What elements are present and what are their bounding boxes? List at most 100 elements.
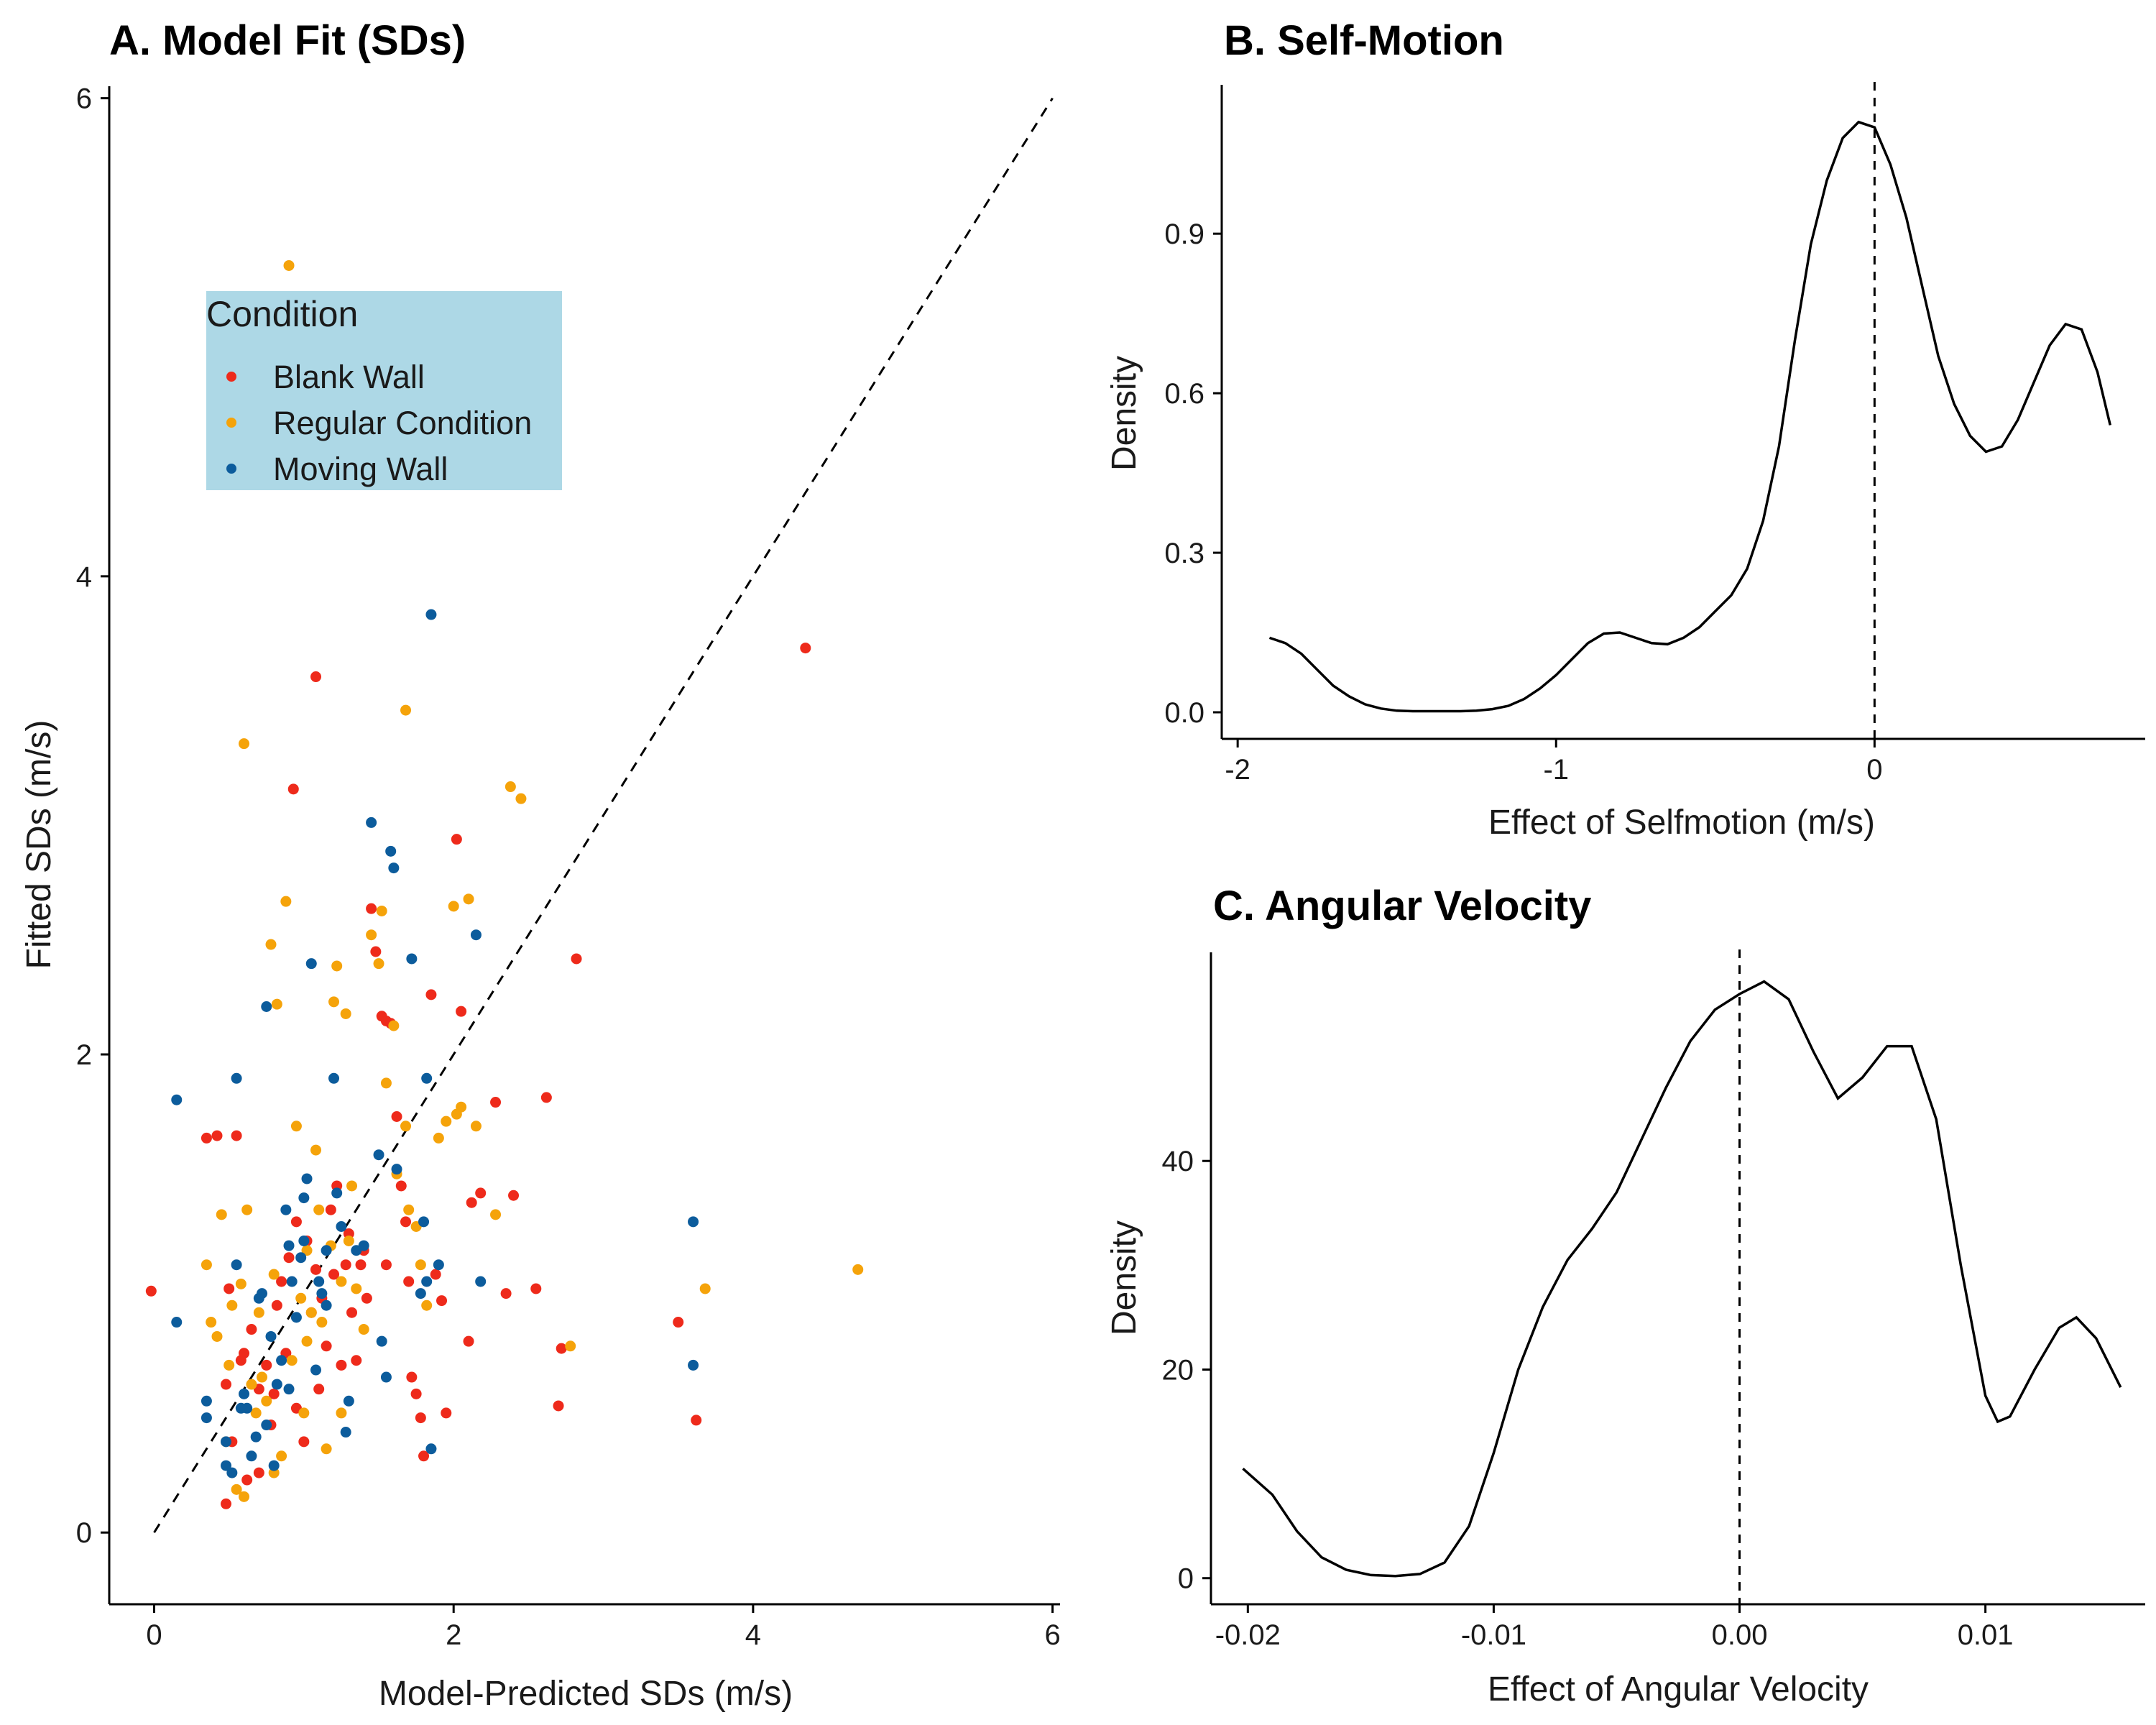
point-moving-wall: [406, 953, 418, 965]
point-blank-wall: [310, 671, 322, 683]
point-regular-condition: [505, 781, 516, 793]
point-blank-wall: [500, 1288, 512, 1300]
point-moving-wall: [433, 1259, 444, 1271]
point-blank-wall: [403, 1276, 415, 1287]
point-moving-wall: [261, 1001, 272, 1013]
point-blank-wall: [475, 1187, 487, 1199]
point-regular-condition: [276, 1450, 287, 1462]
point-regular-condition: [257, 1371, 268, 1383]
point-moving-wall: [301, 1173, 313, 1184]
point-blank-wall: [276, 1276, 287, 1287]
point-moving-wall: [276, 1355, 287, 1366]
point-blank-wall: [370, 946, 382, 957]
point-moving-wall: [388, 862, 400, 874]
point-moving-wall: [250, 1431, 262, 1443]
point-regular-condition: [310, 1144, 322, 1156]
point-regular-condition: [456, 1101, 467, 1113]
panel-c-density: C. Angular Velocity -0.02 -0.01 0.00 0.01 0…: [1105, 883, 2145, 1708]
panel-c-y-ticks: 0 20 40: [1162, 1146, 1211, 1595]
point-regular-condition: [226, 1300, 238, 1311]
point-regular-condition: [373, 958, 384, 970]
point-regular-condition: [313, 1204, 325, 1215]
panel-c-x-label: Effect of Angular Velocity: [1488, 1670, 1869, 1708]
point-regular-condition: [265, 939, 277, 950]
point-moving-wall: [261, 1420, 272, 1431]
point-moving-wall: [336, 1220, 347, 1232]
point-blank-wall: [391, 1110, 402, 1122]
point-moving-wall: [688, 1359, 699, 1371]
panel-b-x-ticks: -2 -1 0: [1225, 739, 1882, 786]
point-regular-condition: [400, 704, 412, 716]
point-blank-wall: [490, 1097, 502, 1108]
point-moving-wall: [298, 1192, 310, 1204]
point-blank-wall: [430, 1269, 441, 1280]
point-regular-condition: [211, 1330, 223, 1342]
point-moving-wall: [310, 1364, 322, 1376]
y-tick-label: 2: [76, 1039, 92, 1071]
point-blank-wall: [508, 1190, 520, 1201]
point-regular-condition: [301, 1335, 313, 1347]
point-regular-condition: [316, 1317, 328, 1328]
point-regular-condition: [239, 738, 250, 750]
point-regular-condition: [328, 996, 340, 1008]
point-blank-wall: [456, 1006, 467, 1017]
panel-c-density-curve: [1242, 980, 2122, 1578]
point-blank-wall: [406, 1371, 418, 1383]
point-regular-condition: [376, 905, 387, 916]
legend-key-regular-condition: [226, 418, 236, 428]
point-moving-wall: [226, 1467, 238, 1478]
point-moving-wall: [331, 1187, 343, 1199]
point-regular-condition: [433, 1132, 444, 1144]
point-moving-wall: [221, 1436, 232, 1448]
point-blank-wall: [451, 834, 462, 845]
point-regular-condition: [415, 1259, 426, 1271]
x-tick-label: 6: [1044, 1619, 1060, 1651]
point-regular-condition: [331, 960, 343, 972]
point-blank-wall: [415, 1412, 426, 1424]
point-regular-condition: [463, 893, 474, 905]
point-moving-wall: [295, 1252, 307, 1264]
y-tick-label: 0: [1178, 1563, 1194, 1595]
panel-c-title: C. Angular Velocity: [1213, 883, 1591, 929]
point-blank-wall: [246, 1324, 257, 1335]
point-blank-wall: [241, 1474, 253, 1486]
point-moving-wall: [391, 1164, 402, 1175]
point-regular-condition: [235, 1278, 247, 1289]
y-tick-label: 20: [1162, 1354, 1194, 1386]
point-blank-wall: [395, 1180, 407, 1192]
point-blank-wall: [224, 1283, 235, 1294]
panel-b-title: B. Self-Motion: [1224, 17, 1504, 64]
point-blank-wall: [530, 1283, 542, 1294]
point-regular-condition: [336, 1407, 347, 1419]
point-moving-wall: [231, 1072, 242, 1084]
point-moving-wall: [343, 1395, 354, 1407]
point-regular-condition: [490, 1209, 502, 1220]
point-regular-condition: [340, 1008, 351, 1019]
point-moving-wall: [201, 1412, 212, 1424]
x-tick-label: -1: [1543, 754, 1569, 786]
point-blank-wall: [287, 783, 299, 795]
x-tick-label: -2: [1225, 754, 1250, 786]
point-regular-condition: [271, 998, 282, 1010]
x-tick-label: 0.00: [1712, 1619, 1768, 1651]
panel-a-y-ticks: 0 2 4 6: [76, 83, 109, 1549]
point-regular-condition: [336, 1276, 347, 1287]
point-moving-wall: [321, 1245, 332, 1256]
panel-b-density: B. Self-Motion -2 -1 0 0.0 0.3 0.6 0.9 Effect…: [1105, 17, 2145, 842]
point-regular-condition: [565, 1340, 576, 1352]
point-moving-wall: [340, 1427, 351, 1438]
legend-label-regular-condition: Regular Condition: [273, 405, 532, 441]
point-blank-wall: [271, 1300, 282, 1311]
panel-c-x-ticks: -0.02 -0.01 0.00 0.01: [1215, 1604, 2014, 1651]
point-blank-wall: [145, 1285, 157, 1297]
point-moving-wall: [298, 1235, 310, 1246]
point-blank-wall: [441, 1407, 452, 1419]
point-moving-wall: [321, 1300, 332, 1311]
point-blank-wall: [310, 1264, 322, 1275]
panel-b-y-label: Density: [1105, 356, 1143, 471]
panel-a-x-ticks: 0 2 4 6: [146, 1604, 1061, 1651]
identity-dashed-line: [153, 97, 1054, 1534]
point-blank-wall: [540, 1092, 552, 1103]
panel-a-title: A. Model Fit (SDs): [109, 17, 466, 64]
legend-key-moving-wall: [226, 464, 236, 474]
